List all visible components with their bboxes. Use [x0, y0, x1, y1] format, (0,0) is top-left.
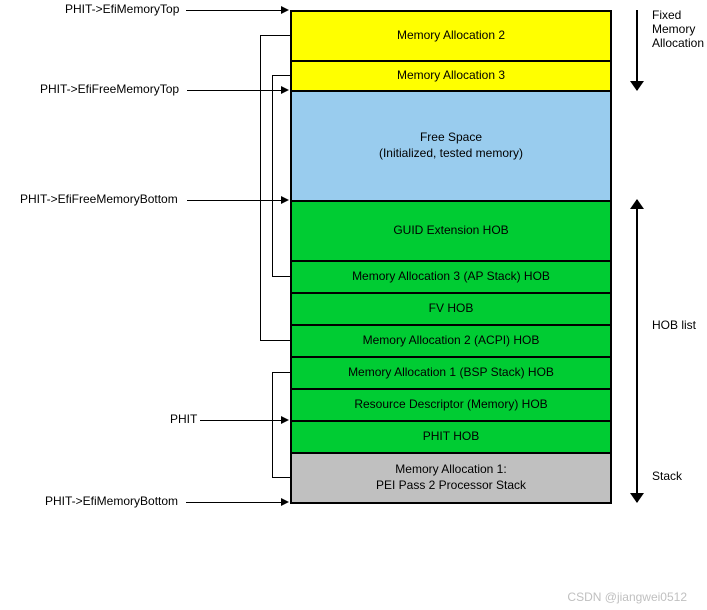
memory-stack: Memory Allocation 2Memory Allocation 3Fr… [290, 10, 612, 504]
block-fvhob: FV HOB [291, 293, 611, 325]
pointer-label-p-memtop: PHIT->EfiMemoryTop [0, 2, 179, 16]
block-mem1hob: Memory Allocation 1 (BSP Stack) HOB [291, 357, 611, 389]
pointer-label-p-freetop: PHIT->EfiFreeMemoryTop [0, 82, 179, 96]
link-v-0 [260, 35, 261, 340]
pointer-arrowhead-p-freetop [281, 86, 289, 94]
block-guid: GUID Extension HOB [291, 201, 611, 261]
pointer-line-p-freebottom [187, 200, 283, 201]
link-h-1 [272, 276, 290, 277]
range-arrow-r-hob [630, 200, 644, 452]
watermark: CSDN @jiangwei0512 [567, 590, 687, 604]
pointer-label-p-phit: PHIT [0, 412, 197, 426]
link-h-0 [260, 340, 290, 341]
range-arrow-r-fixed [630, 10, 644, 90]
link-h-2 [272, 372, 290, 373]
block-phithob: PHIT HOB [291, 421, 611, 453]
pointer-line-p-freetop [187, 90, 282, 91]
pointer-arrowhead-p-freebottom [281, 196, 289, 204]
range-label-r-fixed: FixedMemoryAllocation [652, 8, 704, 50]
block-mem1: Memory Allocation 1:PEI Pass 2 Processor… [291, 453, 611, 503]
range-label-r-stack: Stack [652, 469, 682, 483]
block-mem2: Memory Allocation 2 [291, 11, 611, 61]
pointer-arrowhead-p-memtop [281, 6, 289, 14]
block-rdhob: Resource Descriptor (Memory) HOB [291, 389, 611, 421]
pointer-arrowhead-p-phit [281, 416, 289, 424]
link-h-1 [272, 75, 290, 76]
pointer-line-p-membottom [186, 502, 283, 503]
link-h-0 [260, 35, 290, 36]
link-h-2 [272, 477, 290, 478]
block-mem2hob: Memory Allocation 2 (ACPI) HOB [291, 325, 611, 357]
link-v-1 [272, 75, 273, 276]
range-arrow-r-stack [630, 452, 644, 502]
range-label-r-hob: HOB list [652, 318, 696, 332]
pointer-arrowhead-p-membottom [281, 498, 289, 506]
block-mem3: Memory Allocation 3 [291, 61, 611, 91]
link-v-2 [272, 372, 273, 477]
block-mem3hob: Memory Allocation 3 (AP Stack) HOB [291, 261, 611, 293]
pointer-label-p-freebottom: PHIT->EfiFreeMemoryBottom [0, 192, 178, 206]
block-free: Free Space(Initialized, tested memory) [291, 91, 611, 201]
pointer-line-p-memtop [186, 10, 282, 11]
pointer-line-p-phit [200, 420, 282, 421]
pointer-label-p-membottom: PHIT->EfiMemoryBottom [0, 494, 178, 508]
